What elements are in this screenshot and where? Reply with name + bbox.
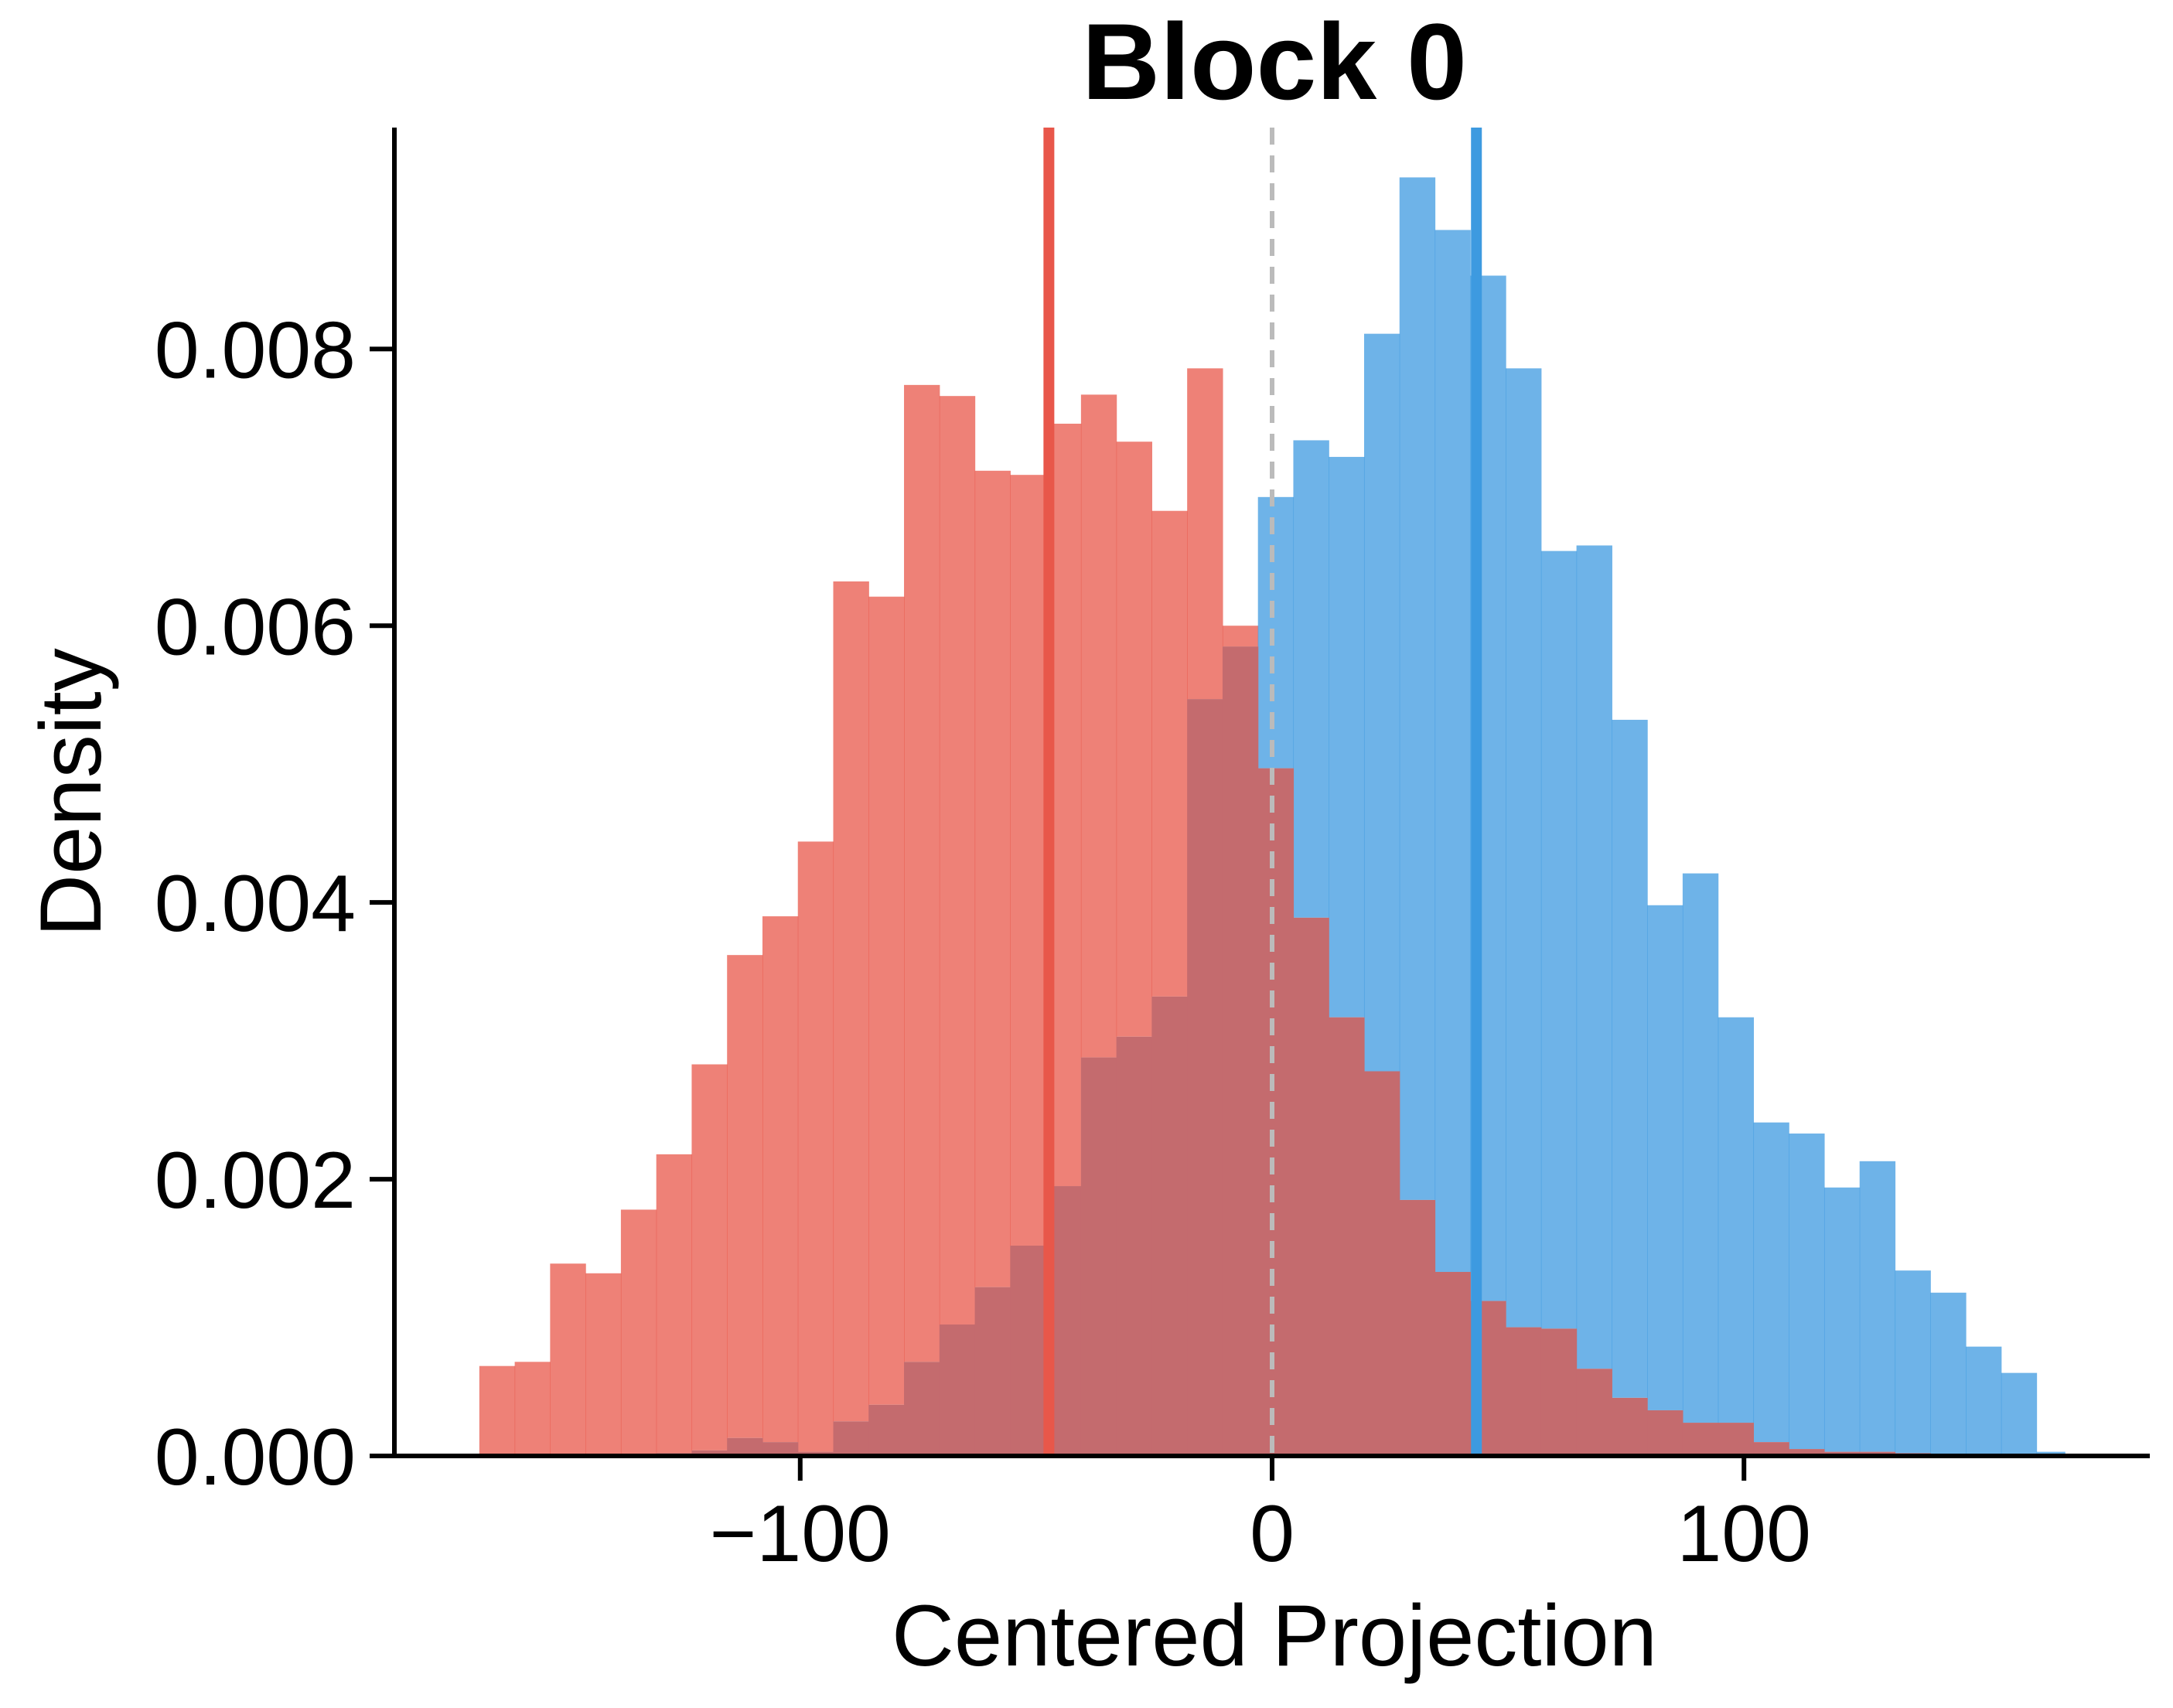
overlap-bar <box>1718 1423 1755 1456</box>
red-bar <box>620 1209 657 1456</box>
red-bar <box>762 916 799 1443</box>
red-bar <box>974 470 1011 1287</box>
overlap-bar <box>974 1287 1011 1456</box>
x-tick-label: 100 <box>1677 1489 1811 1579</box>
blue-bar <box>1329 456 1365 1018</box>
overlap-bar <box>904 1362 940 1456</box>
y-ticks: 0.000 0.002 0.004 0.006 0.008 <box>155 305 394 1502</box>
overlap-bar <box>1789 1449 1825 1456</box>
overlap-bar <box>1010 1245 1046 1456</box>
y-axis-label: Density <box>22 648 119 936</box>
red-bar <box>797 841 834 1452</box>
overlap-bar <box>691 1450 728 1456</box>
y-tick-label: 0.006 <box>155 582 356 672</box>
blue-bar <box>1859 1161 1896 1452</box>
red-bar <box>1080 394 1117 1058</box>
red-bar <box>479 1365 516 1456</box>
overlap-bar <box>1329 1017 1365 1456</box>
red-bar <box>833 581 869 1422</box>
overlap-bar <box>1222 646 1259 1456</box>
x-tick-label: 0 <box>1250 1489 1295 1579</box>
overlap-bar <box>868 1404 905 1456</box>
y-tick-label: 0.004 <box>155 859 356 949</box>
red-bar <box>939 396 976 1324</box>
overlap-bar <box>1576 1369 1612 1456</box>
red-bar <box>868 596 905 1405</box>
red-bar <box>691 1064 728 1451</box>
overlap-bar <box>1612 1397 1648 1456</box>
blue-bar <box>1718 1017 1755 1423</box>
blue-bar <box>1682 873 1719 1423</box>
mean-lines <box>1043 128 1482 1456</box>
overlap-bar <box>762 1442 799 1456</box>
overlap-bar <box>1080 1057 1117 1456</box>
red-bar <box>904 384 940 1362</box>
blue-bar <box>1506 368 1542 1328</box>
overlap-bar <box>1682 1423 1719 1456</box>
blue-bar <box>1257 496 1295 769</box>
red-bar <box>550 1263 586 1456</box>
x-axis-label: Centered Projection <box>892 1587 1657 1684</box>
red-series-bars <box>479 368 1259 1456</box>
red-bar <box>1222 626 1259 647</box>
overlap-bar <box>1293 917 1329 1456</box>
x-ticks: −100 0 100 <box>710 1456 1811 1579</box>
overlap-bar <box>1363 1071 1400 1456</box>
blue-bar <box>2001 1372 2038 1456</box>
blue-bar <box>1647 905 1683 1410</box>
blue-bar <box>1823 1187 1861 1452</box>
red-bar <box>1116 441 1152 1037</box>
chart-title: Block 0 <box>1082 1 1467 122</box>
red-bar <box>1010 475 1046 1246</box>
red-bar <box>727 955 763 1438</box>
blue-bar <box>1434 230 1471 1272</box>
overlap-bar <box>1540 1328 1578 1456</box>
overlap-bar <box>1116 1036 1152 1456</box>
blue-bar <box>1363 333 1400 1072</box>
overlap-bar <box>1399 1199 1436 1456</box>
overlap-bar <box>1753 1442 1789 1456</box>
blue-bar <box>1753 1122 1789 1443</box>
blue-bar <box>1789 1134 1825 1450</box>
overlap-bar <box>833 1421 869 1456</box>
blue-bar <box>1612 719 1648 1398</box>
red-bar <box>1151 510 1188 997</box>
overlap-bars <box>514 646 1967 1456</box>
red-bar <box>585 1273 622 1455</box>
x-tick-label: −100 <box>710 1489 891 1579</box>
overlap-bar <box>939 1324 976 1456</box>
red-bar <box>1187 368 1223 700</box>
overlap-bar <box>1647 1410 1683 1456</box>
overlap-bar <box>1434 1271 1471 1456</box>
overlap-bar <box>727 1437 763 1456</box>
overlap-bar <box>1506 1327 1542 1456</box>
blue-bar <box>1895 1270 1931 1454</box>
red-bar <box>656 1154 693 1454</box>
blue-bar <box>1930 1292 1967 1455</box>
blue-bar <box>1293 440 1329 918</box>
blue-bar <box>1576 545 1612 1369</box>
blue-bar <box>1966 1346 2002 1456</box>
overlap-bar <box>1151 996 1188 1456</box>
y-tick-label: 0.002 <box>155 1136 356 1226</box>
blue-bar <box>1540 551 1578 1329</box>
overlap-bar <box>1187 699 1223 1456</box>
y-tick-label: 0.000 <box>155 1413 356 1502</box>
overlap-bar <box>1257 768 1295 1456</box>
y-tick-label: 0.008 <box>155 305 356 395</box>
red-bar <box>514 1362 551 1455</box>
blue-bar <box>1399 177 1436 1200</box>
